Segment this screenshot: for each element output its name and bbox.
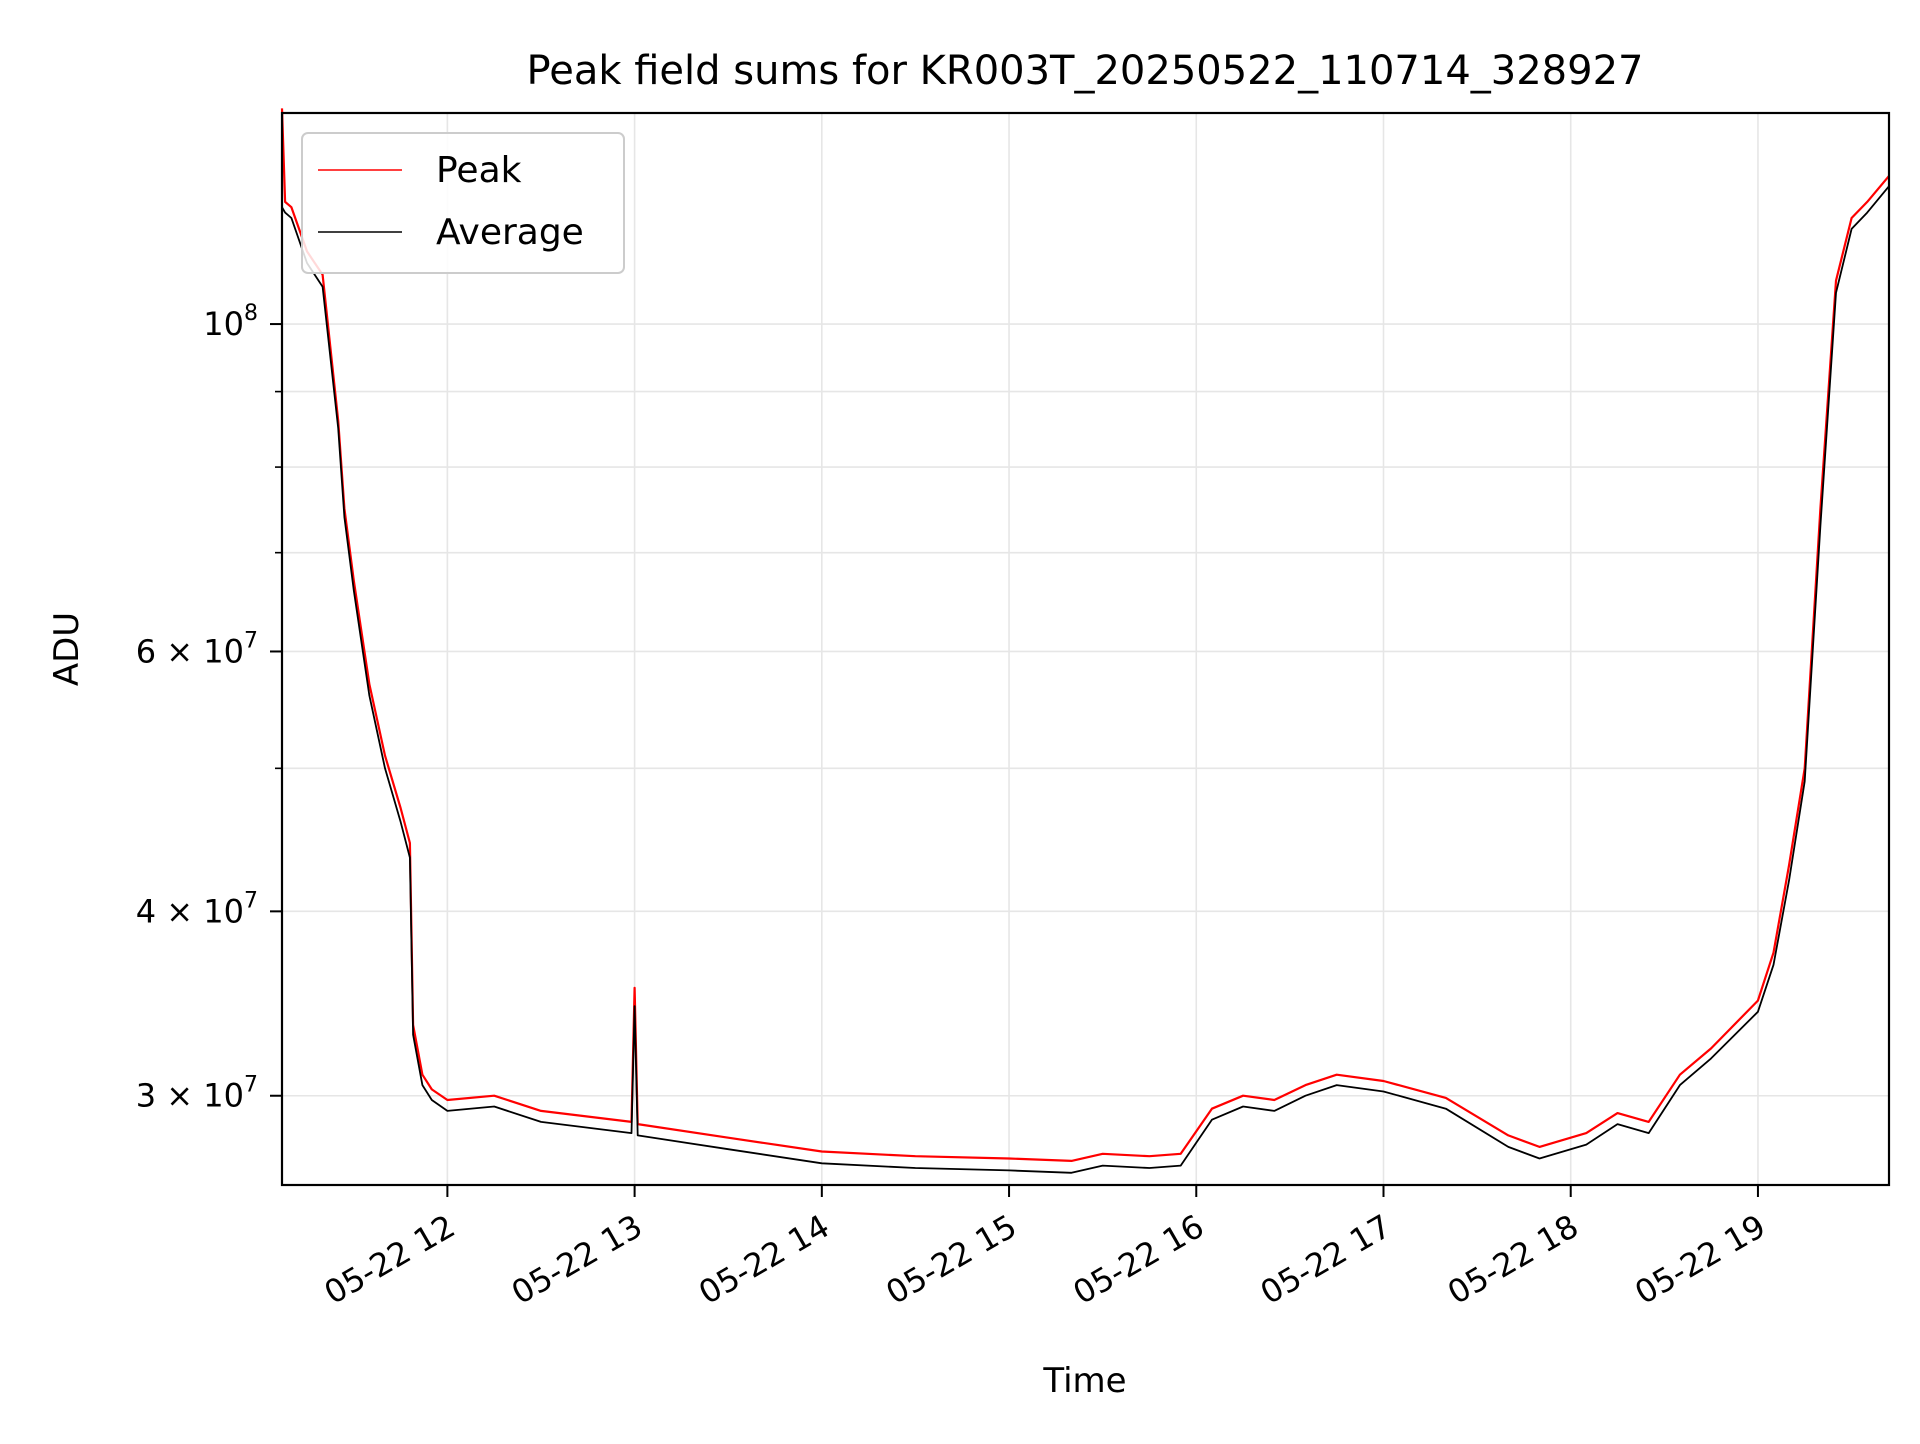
x-axis-label: Time — [1042, 1361, 1126, 1401]
legend-label-peak: Peak — [436, 150, 522, 191]
y-tick-label-base: 6 × 10 — [136, 632, 244, 670]
y-axis-label: ADU — [47, 612, 87, 686]
y-tick-label-base: 10 — [203, 305, 244, 343]
y-tick-label-exponent: 7 — [244, 888, 258, 913]
y-tick-label-exponent: 7 — [244, 628, 258, 653]
y-tick-label-base: 3 × 10 — [136, 1077, 244, 1115]
series-line-peak — [280, 108, 1890, 1163]
legend-label-average: Average — [436, 212, 584, 253]
series-line-average — [281, 185, 1890, 1174]
plot-frame — [280, 111, 1891, 1187]
y-tick-label-exponent: 8 — [244, 301, 258, 326]
y-tick-label-base: 4 × 10 — [136, 892, 244, 930]
y-tick-label: 3 × 107 — [136, 1073, 258, 1115]
legend-box — [301, 132, 625, 274]
series-lines — [280, 108, 1890, 1174]
legend: Peak Average — [301, 132, 625, 274]
y-tick-label: 108 — [203, 301, 258, 343]
y-tick-label: 6 × 107 — [136, 628, 258, 670]
grid-lines — [282, 113, 1889, 1185]
chart-title: Peak field sums for KR003T_20250522_1107… — [527, 48, 1644, 94]
y-tick-label-exponent: 7 — [244, 1073, 258, 1098]
y-tick-label: 4 × 107 — [136, 888, 258, 930]
